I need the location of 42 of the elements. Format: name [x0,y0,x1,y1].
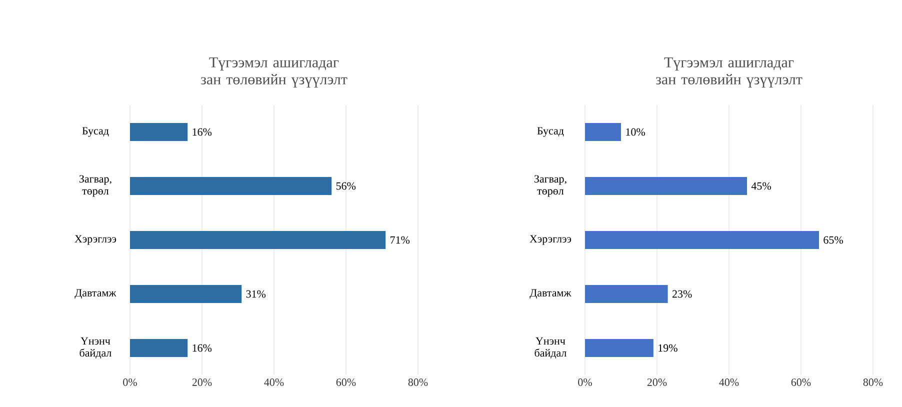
bar [130,285,242,303]
data-label: 23% [672,290,692,298]
y-tick-label: Хэрэглээ [74,235,116,245]
x-tick-label: 0% [123,378,137,386]
chart-title: Түгээмэл ашигладаг зан төлөвийн үзүүлэлт [656,57,802,88]
bar [585,231,819,249]
y-tick-label: Загвар, төрөл [534,175,566,197]
bar [130,339,188,357]
x-tick-label: 60% [791,378,811,386]
y-tick-label: Давтамж [530,289,572,299]
bar [585,123,622,141]
bar [130,231,386,249]
data-label: 16% [192,344,212,352]
data-label: 16% [192,128,212,136]
bar [585,177,747,195]
y-tick-label: Давтамж [74,289,116,299]
bar [585,339,654,357]
x-tick-label: 40% [264,378,284,386]
y-tick-label: Загвар, төрөл [79,175,112,197]
data-label: 45% [751,182,771,190]
data-label: 65% [824,236,843,244]
x-tick-label: 20% [647,378,667,386]
x-tick-label: 20% [192,378,212,386]
bar [585,285,668,303]
x-tick-label: 80% [408,378,428,386]
x-tick-label: 80% [863,378,883,386]
data-label: 31% [246,290,266,298]
x-tick-label: 40% [719,378,739,386]
y-tick-label: Бусад [537,127,564,137]
data-label: 19% [658,344,678,352]
x-tick-label: 0% [578,378,592,386]
data-label: 71% [390,236,410,244]
data-label: 10% [626,128,645,136]
y-tick-label: Бусад [82,127,109,137]
y-tick-label: Хэрэглээ [530,235,572,245]
bar [130,123,188,141]
chart-title: Түгээмэл ашигладаг зан төлөвийн үзүүлэлт [200,57,348,88]
x-tick-label: 60% [336,378,356,386]
data-label: 56% [336,182,356,190]
bar [130,177,332,195]
y-tick-label: Үнэнч байдал [534,337,566,359]
y-tick-label: Үнэнч байдал [80,337,112,359]
